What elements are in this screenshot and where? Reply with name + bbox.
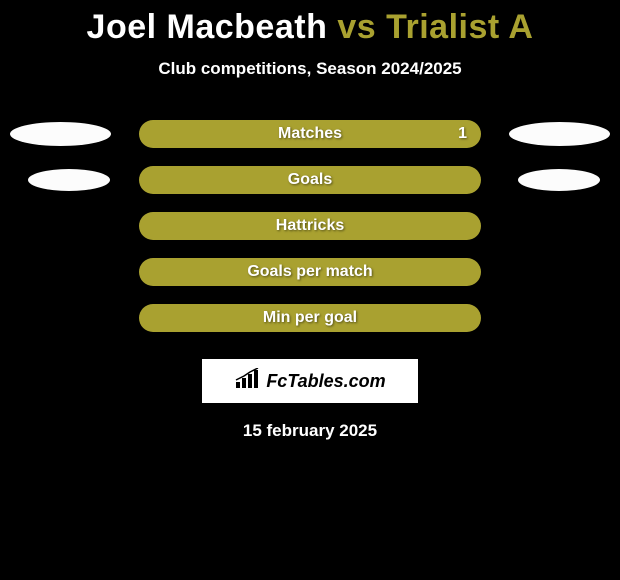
player1-name: Joel Macbeath xyxy=(87,8,328,46)
vs-text: vs xyxy=(337,8,376,46)
date-text: 15 february 2025 xyxy=(0,421,620,441)
logo-box: FcTables.com xyxy=(202,359,418,403)
left-disc xyxy=(10,122,111,146)
player2-name: Trialist A xyxy=(386,8,533,46)
comparison-infographic: Joel Macbeath vs Trialist A Club competi… xyxy=(0,0,620,441)
right-disc xyxy=(509,122,610,146)
stat-bar: Matches 1 xyxy=(139,120,481,148)
stat-bar: Goals xyxy=(139,166,481,194)
logo-chart-icon xyxy=(234,368,262,395)
page-title: Joel Macbeath vs Trialist A xyxy=(0,8,620,47)
stat-value: 1 xyxy=(458,125,467,143)
subtitle: Club competitions, Season 2024/2025 xyxy=(0,59,620,79)
logo-text: FcTables.com xyxy=(266,371,385,392)
right-disc xyxy=(518,169,600,191)
stat-row: Min per goal xyxy=(0,295,620,341)
stat-bar: Min per goal xyxy=(139,304,481,332)
left-disc xyxy=(28,169,110,191)
stat-label: Hattricks xyxy=(276,217,344,235)
stat-label: Min per goal xyxy=(263,309,357,327)
stat-bar: Hattricks xyxy=(139,212,481,240)
stat-label: Goals xyxy=(288,171,332,189)
stat-row: Goals per match xyxy=(0,249,620,295)
stat-row: Hattricks xyxy=(0,203,620,249)
stats-container: Matches 1 Goals Hattricks Goals per match Min… xyxy=(0,111,620,341)
stat-row: Matches 1 xyxy=(0,111,620,157)
stat-row: Goals xyxy=(0,157,620,203)
stat-bar: Goals per match xyxy=(139,258,481,286)
stat-label: Matches xyxy=(278,125,342,143)
stat-label: Goals per match xyxy=(247,263,372,281)
